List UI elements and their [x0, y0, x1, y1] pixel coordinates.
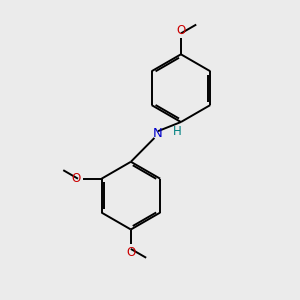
Text: H: H [173, 125, 182, 138]
Text: O: O [176, 24, 185, 37]
Text: O: O [72, 172, 81, 185]
Text: O: O [126, 246, 136, 259]
Text: N: N [153, 127, 163, 140]
